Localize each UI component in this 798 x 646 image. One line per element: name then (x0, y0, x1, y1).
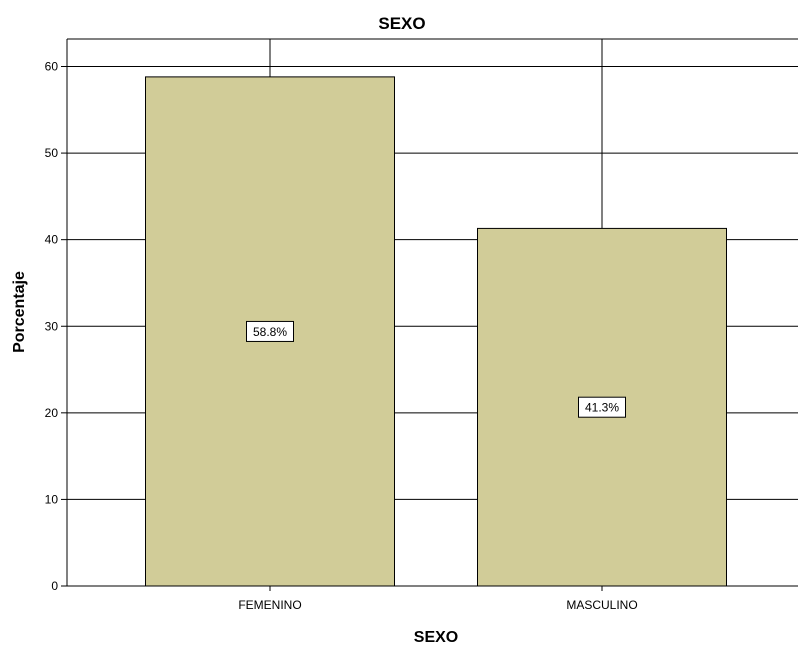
chart-title: SEXO (378, 14, 425, 33)
x-axis: FEMENINO MASCULINO (238, 586, 638, 612)
bars: 58.8% 41.3% (145, 76, 727, 587)
y-tick-label-60: 60 (45, 60, 59, 74)
plot-frame (66, 38, 798, 587)
x-tick-label-femenino: FEMENINO (238, 598, 301, 612)
y-tick-label-20: 20 (45, 406, 59, 420)
y-tick-label-10: 10 (45, 492, 59, 506)
data-label-masculino: 41.3% (585, 401, 619, 415)
y-tick-label-0: 0 (51, 579, 58, 593)
x-tick-label-masculino: MASCULINO (566, 598, 637, 612)
x-axis-title: SEXO (414, 629, 458, 646)
data-label-femenino: 58.8% (253, 325, 287, 339)
y-tick-label-30: 30 (45, 319, 59, 333)
y-tick-label-50: 50 (45, 146, 59, 160)
y-axis-title: Porcentaje (11, 271, 28, 353)
data-label-box-femenino (246, 320, 294, 342)
data-label-box-masculino (578, 396, 626, 418)
y-tick-label-40: 40 (45, 233, 59, 247)
y-axis: 0 10 20 30 40 50 60 (45, 60, 67, 593)
